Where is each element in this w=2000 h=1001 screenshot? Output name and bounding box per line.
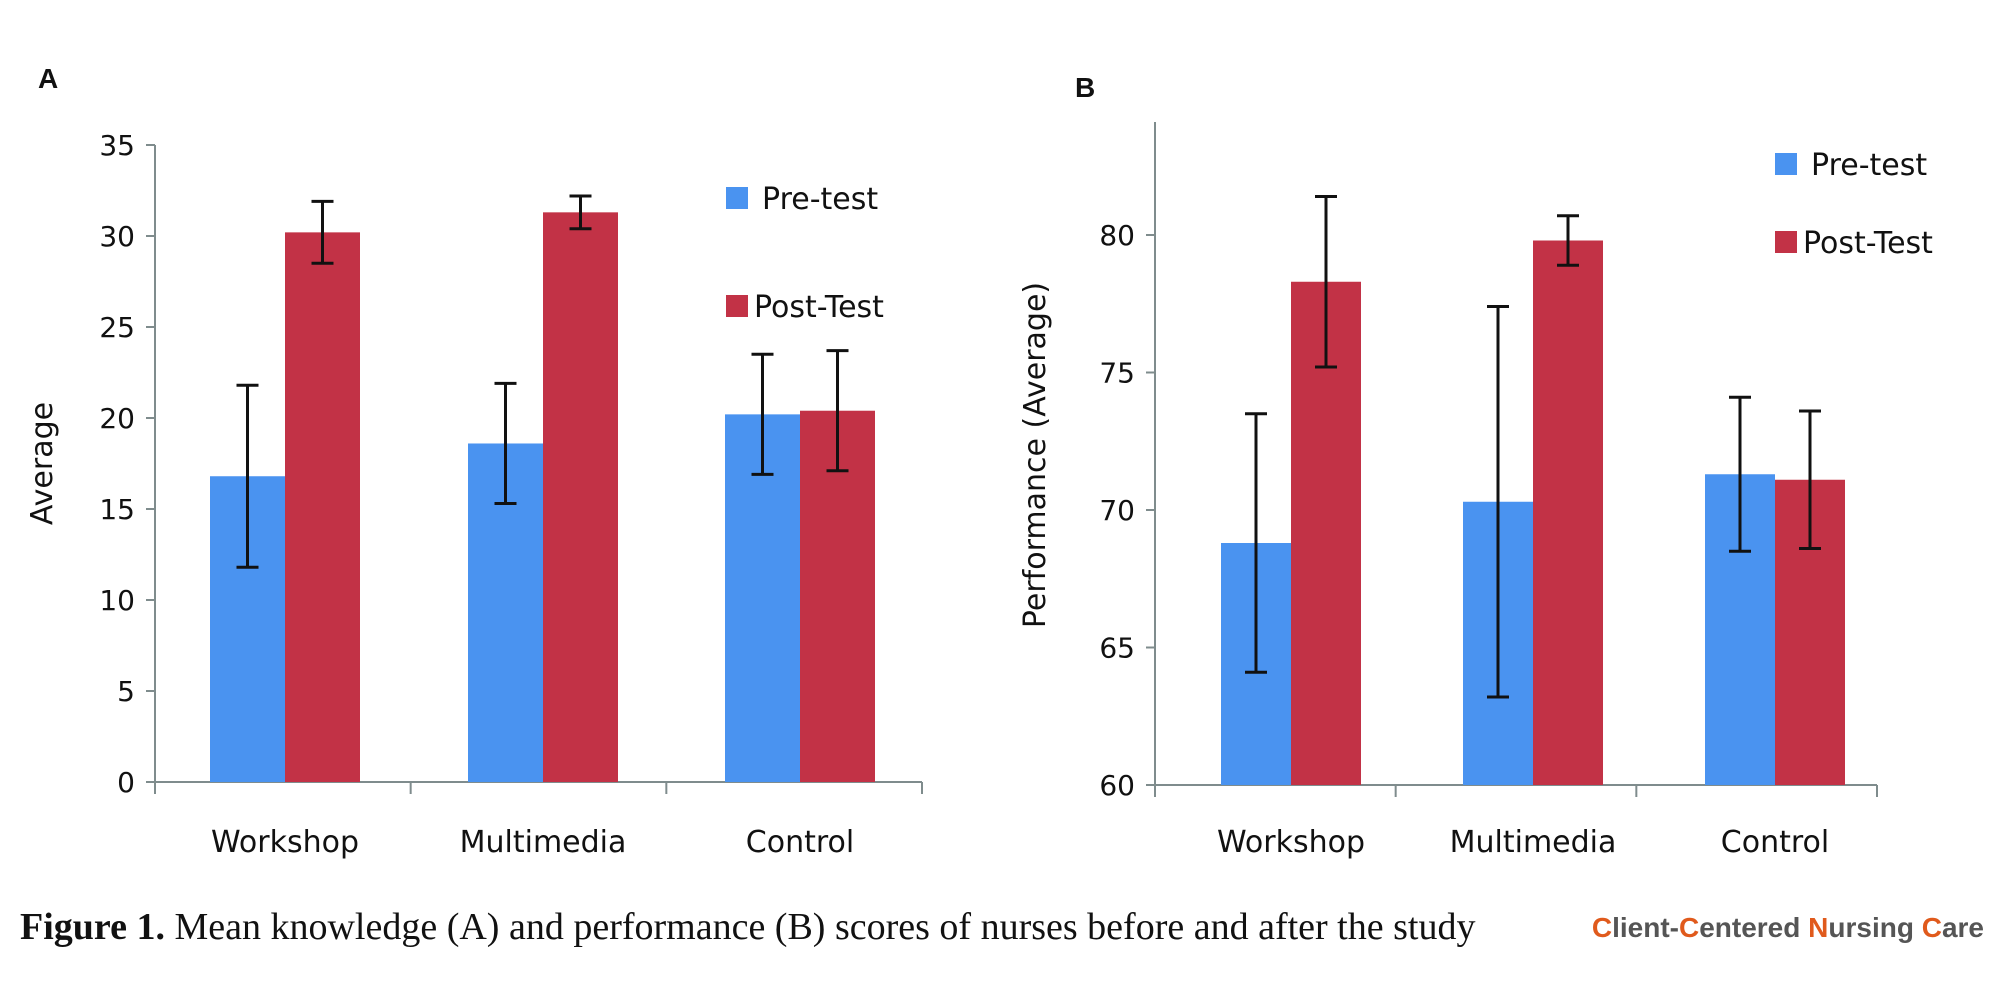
- figure-caption: Figure 1. Mean knowledge (A) and perform…: [20, 905, 1475, 949]
- chart-a-category-label: Control: [746, 825, 854, 860]
- chart-a-legend-swatch: [726, 295, 748, 317]
- chart-a-y-tick-label: 15: [99, 493, 135, 526]
- chart-b-y-tick-label: 60: [1099, 769, 1135, 802]
- chart-a-y-tick-label: 30: [99, 220, 135, 253]
- chart-b-category-label: Workshop: [1217, 825, 1365, 860]
- chart-a-legend-label: Post-Test: [754, 290, 884, 325]
- chart-a-legend-label: Pre-test: [762, 182, 878, 217]
- chart-b-legend-swatch: [1775, 231, 1797, 253]
- chart-b-y-tick-label: 75: [1099, 357, 1135, 390]
- chart-b-y-tick-label: 65: [1099, 632, 1135, 665]
- chart-a-bar-post: [285, 232, 360, 783]
- chart-b-bar-post: [1533, 240, 1603, 785]
- chart-b-category-label: Multimedia: [1450, 825, 1617, 860]
- chart-a-y-tick-label: 0: [117, 766, 135, 799]
- chart-a-y-tick-label: 10: [99, 584, 135, 617]
- chart-b-y-tick-label: 80: [1099, 219, 1135, 252]
- chart-a-y-tick-label: 20: [99, 402, 135, 435]
- chart-b-panel-label: B: [1075, 72, 1095, 103]
- chart-a-legend-swatch: [726, 187, 748, 209]
- caption-text: Mean knowledge (A) and performance (B) s…: [164, 906, 1476, 948]
- chart-a-bar-post: [800, 410, 875, 782]
- chart-a-y-axis-label: Average: [25, 402, 60, 525]
- chart-a-category-label: Multimedia: [460, 825, 627, 860]
- chart-b-legend-label: Pre-test: [1811, 148, 1927, 183]
- chart-a-y-tick-label: 5: [117, 675, 135, 708]
- chart-a-y-tick-label: 25: [99, 311, 135, 344]
- chart-a-category-label: Workshop: [211, 825, 359, 860]
- journal-brand: Client-Centered Nursing Care: [1591, 912, 1984, 943]
- chart-a-panel-label: A: [38, 63, 58, 94]
- chart-b-y-axis-label: Performance (Average): [1018, 282, 1053, 628]
- chart-a-y-tick-label: 35: [99, 129, 135, 162]
- chart-b-y-tick-label: 70: [1099, 494, 1135, 527]
- chart-b-legend-swatch: [1775, 153, 1797, 175]
- chart-b-legend-label: Post-Test: [1803, 226, 1933, 261]
- caption-label: Figure 1.: [20, 906, 165, 948]
- chart-a-bar-post: [543, 212, 618, 783]
- chart-b-category-label: Control: [1721, 825, 1829, 860]
